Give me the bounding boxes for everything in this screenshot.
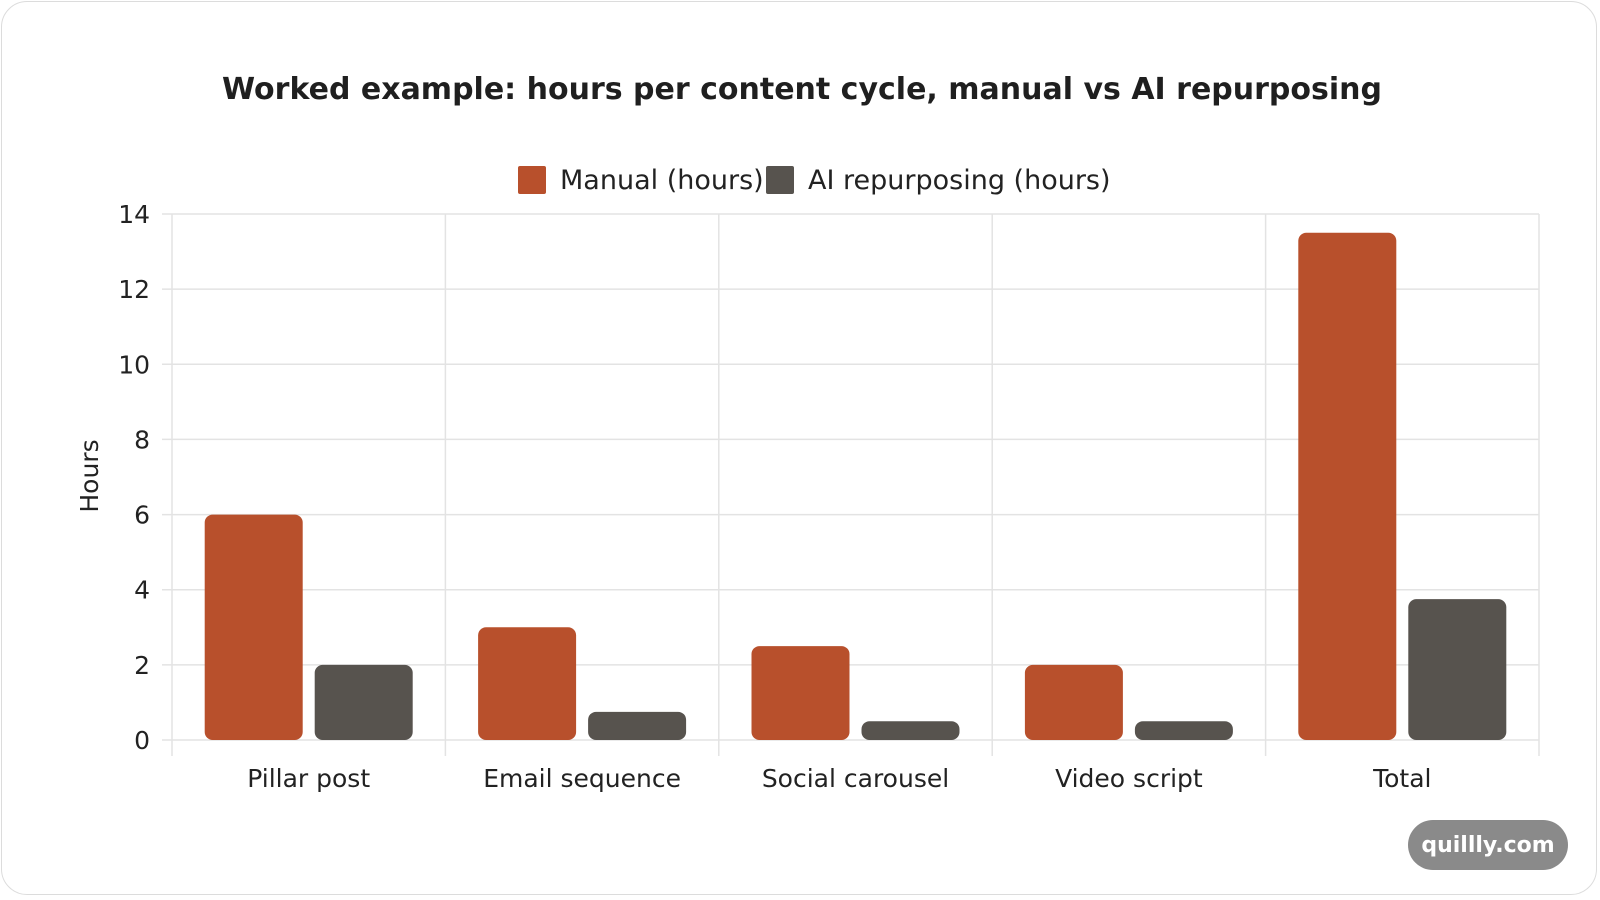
- x-tick-label: Video script: [1055, 764, 1203, 793]
- legend-label-ai: AI repurposing (hours): [808, 165, 1111, 196]
- y-tick-label: 12: [118, 275, 150, 304]
- legend: Manual (hours) AI repurposing (hours): [518, 165, 1111, 196]
- watermark-badge[interactable]: quillly.com: [1408, 820, 1568, 870]
- y-tick-label: 2: [134, 651, 150, 680]
- y-axis-ticks: 0 2 4 6 8 10 12 14: [118, 200, 150, 755]
- y-axis-label: Hours: [75, 439, 104, 512]
- bar-ai: [1134, 721, 1233, 740]
- x-tick-label: Email sequence: [483, 764, 681, 793]
- bar-manual: [1024, 664, 1123, 740]
- bar-manual: [751, 646, 850, 740]
- bar-ai: [314, 664, 413, 740]
- y-tick-label: 0: [134, 726, 150, 755]
- bar-manual: [204, 514, 303, 740]
- x-tick-label: Social carousel: [762, 764, 949, 793]
- y-tick-label: 10: [118, 350, 150, 379]
- legend-swatch-manual: [518, 166, 546, 194]
- chart-title: Worked example: hours per content cycle,…: [222, 72, 1382, 107]
- x-tick-label: Pillar post: [247, 764, 370, 793]
- bar-manual: [478, 627, 577, 740]
- bar-ai: [861, 721, 960, 740]
- bars: [204, 232, 1507, 741]
- y-tick-label: 14: [118, 200, 150, 229]
- x-tick-label: Total: [1372, 764, 1431, 793]
- bar-ai: [1408, 599, 1507, 740]
- gridlines: [162, 213, 1540, 756]
- bar-ai: [588, 711, 687, 740]
- y-tick-label: 6: [134, 501, 150, 530]
- y-tick-label: 8: [134, 425, 150, 454]
- bar-manual: [1298, 232, 1397, 741]
- legend-label-manual: Manual (hours): [560, 165, 764, 196]
- y-tick-label: 4: [134, 576, 150, 605]
- legend-swatch-ai: [766, 166, 794, 194]
- x-axis-ticks: Pillar post Email sequence Social carousel…: [247, 764, 1431, 793]
